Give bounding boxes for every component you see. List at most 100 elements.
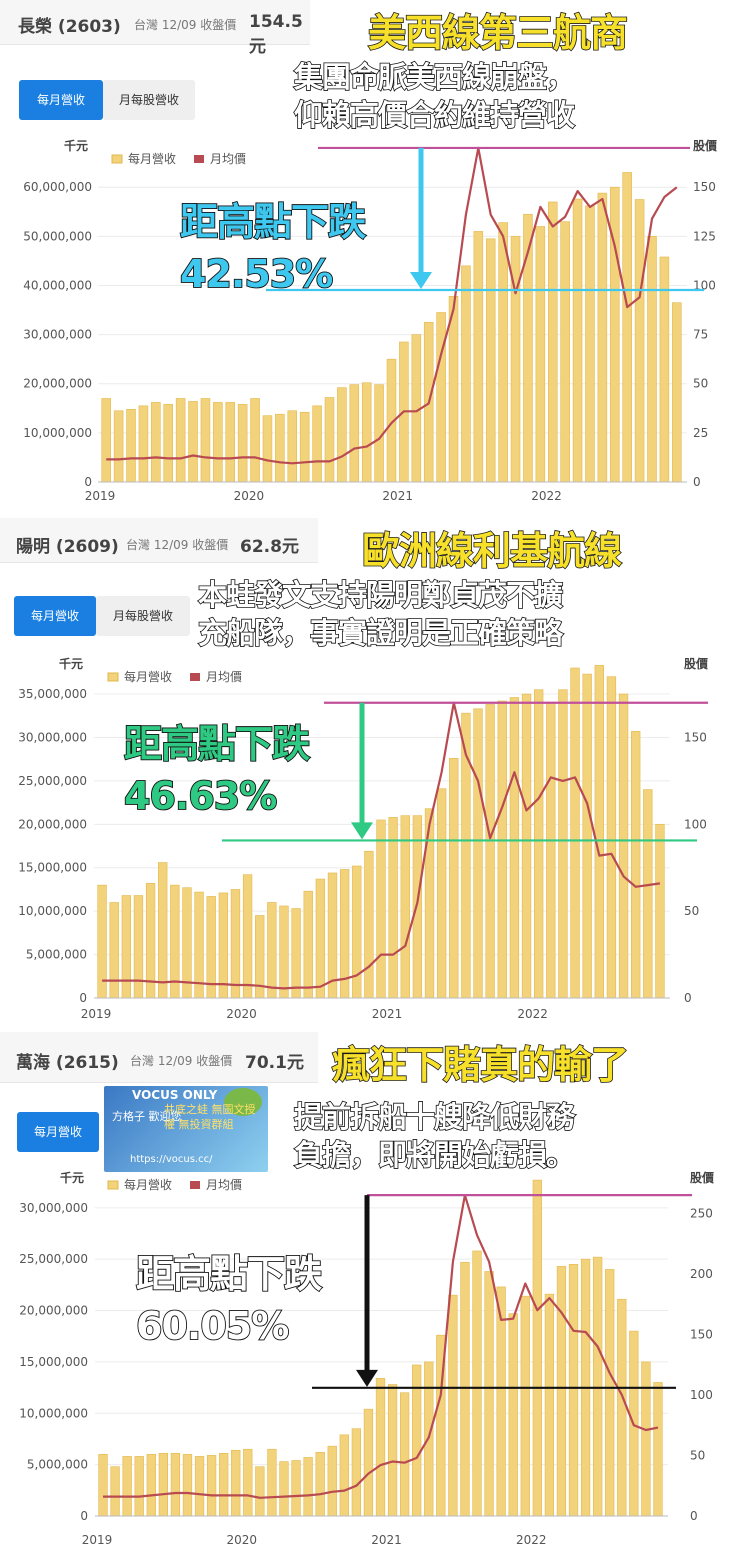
revenue-bar xyxy=(327,1445,337,1517)
legend-swatch-revenue xyxy=(107,672,119,682)
x-axis-tick-label: 2021 xyxy=(371,1533,402,1547)
right-axis-unit: 股價 xyxy=(690,1170,715,1185)
drop-label: 距高點下跌 xyxy=(123,721,311,767)
tab-monthly-revenue[interactable]: 每月營收 xyxy=(19,80,103,120)
tab-monthly-eps-revenue[interactable]: 月每股營收 xyxy=(96,596,190,636)
right-axis-tick-label: 50 xyxy=(684,904,699,918)
revenue-bar xyxy=(436,312,446,483)
panel-2609: 陽明 (2609) 台灣 12/09 收盤價 62.8元 每月營收 月每股營收 … xyxy=(0,518,740,1026)
left-axis-tick-label: 30,000,000 xyxy=(19,1201,88,1215)
note-line: 本蛙發文支持陽明鄭貞茂不擴 xyxy=(197,577,564,613)
revenue-bar xyxy=(158,1453,168,1517)
note-line: 提前拆船十艘降低財務 xyxy=(293,1099,576,1135)
revenue-bar xyxy=(572,198,583,483)
tab-monthly-eps-revenue[interactable]: 月每股營收 xyxy=(103,80,195,120)
revenue-bar xyxy=(255,1466,265,1517)
price-line xyxy=(102,701,661,990)
legend-label-revenue: 每月營收 xyxy=(124,1177,172,1192)
revenue-bar xyxy=(622,172,632,483)
right-axis-tick-label: 50 xyxy=(693,377,708,391)
price-line xyxy=(103,1194,659,1499)
revenue-bar xyxy=(485,238,496,483)
right-axis-tick-label: 100 xyxy=(684,817,707,831)
left-axis-tick-label: 10,000,000 xyxy=(18,904,87,918)
x-axis-tick-label: 2020 xyxy=(226,1533,257,1547)
close-price-label: 台灣 12/09 收盤價 xyxy=(126,538,229,552)
revenue-bar xyxy=(339,1434,349,1517)
revenue-bar xyxy=(98,1454,108,1517)
right-axis-tick-label: 125 xyxy=(693,229,716,243)
revenue-bar xyxy=(113,410,124,483)
drop-arrow-head xyxy=(410,272,432,290)
chart-2615: 0 5,000,000 10,000,000 15,000,000 20,000,000… xyxy=(19,1170,715,1547)
revenue-bar xyxy=(267,902,277,999)
price-line xyxy=(106,146,678,465)
left-axis-tick-label: 15,000,000 xyxy=(18,861,87,875)
revenue-bar xyxy=(194,1456,205,1517)
revenue-bar xyxy=(182,1454,193,1517)
revenue-bar xyxy=(352,865,362,999)
revenue-bar xyxy=(200,398,211,483)
right-axis-tick-label: 0 xyxy=(693,475,701,489)
revenue-bar xyxy=(618,693,629,999)
revenue-bar xyxy=(508,1313,518,1517)
tab-monthly-revenue[interactable]: 每月營收 xyxy=(17,1112,99,1152)
revenue-bar xyxy=(324,397,335,483)
left-axis-tick-label: 15,000,000 xyxy=(19,1355,88,1369)
legend-label-price: 月均價 xyxy=(206,1178,242,1192)
revenue-bar xyxy=(243,1448,253,1517)
legend-label-revenue: 每月營收 xyxy=(124,669,172,684)
revenue-bar xyxy=(312,405,322,483)
drop-callout: 距高點下跌 42.53% xyxy=(179,196,367,300)
right-axis-tick-label: 250 xyxy=(690,1206,713,1220)
close-price-label: 台灣 12/09 收盤價 xyxy=(130,1054,233,1068)
x-axis-tick-label: 2022 xyxy=(516,1533,547,1547)
legend-label-price: 月均價 xyxy=(206,670,242,684)
right-axis-unit: 股價 xyxy=(684,656,709,671)
left-axis-tick-label: 20,000,000 xyxy=(19,1304,88,1318)
right-axis-tick-label: 150 xyxy=(693,180,716,194)
revenue-bar xyxy=(593,1256,603,1517)
revenue-bar xyxy=(279,905,289,999)
revenue-bar xyxy=(585,205,595,483)
revenue-bar xyxy=(556,1266,567,1517)
revenue-bar xyxy=(158,862,168,999)
x-axis-tick-label: 2019 xyxy=(81,1007,112,1021)
revenue-bar xyxy=(262,415,273,483)
revenue-bar xyxy=(126,408,136,483)
watermark-line: VOCUS ONLY xyxy=(132,1088,218,1102)
left-axis-tick-label: 35,000,000 xyxy=(18,687,87,701)
revenue-bar xyxy=(291,1460,301,1517)
revenue-bar xyxy=(388,817,398,999)
right-axis-tick-label: 0 xyxy=(684,991,692,1005)
revenue-bar xyxy=(532,1179,542,1517)
drop-label: 距高點下跌 xyxy=(179,199,367,245)
tab-monthly-revenue[interactable]: 每月營收 xyxy=(14,596,96,636)
revenue-bar xyxy=(303,890,313,999)
drop-arrow-head xyxy=(356,1369,378,1387)
revenue-bar xyxy=(218,892,229,999)
left-axis-tick-label: 30,000,000 xyxy=(23,328,92,342)
drop-value: 60.05% xyxy=(135,1303,290,1349)
revenue-bar xyxy=(364,850,374,999)
revenue-bar xyxy=(485,704,495,999)
right-axis-tick-label: 200 xyxy=(690,1267,713,1281)
revenue-bar xyxy=(520,1295,530,1517)
revenue-bar xyxy=(175,398,186,483)
revenue-bar xyxy=(375,1378,386,1517)
revenue-bar xyxy=(448,1294,458,1517)
revenue-bar xyxy=(299,411,310,483)
revenue-bar xyxy=(242,874,253,999)
right-axis-tick-label: 150 xyxy=(684,730,707,744)
revenue-bar xyxy=(275,413,285,483)
revenue-bar xyxy=(219,1453,229,1517)
x-axis-tick-label: 2020 xyxy=(226,1007,257,1021)
note-line: 充船隊，事實證明是正確策略 xyxy=(197,615,564,651)
watermark-line: 方格子 歡迎您 xyxy=(112,1110,182,1123)
right-axis-unit: 股價 xyxy=(693,138,718,153)
watermark-line: 井底之蛙 無圖文授權 無投資群組 xyxy=(164,1103,256,1131)
left-axis-tick-label: 40,000,000 xyxy=(23,278,92,292)
revenue-bar xyxy=(606,676,617,999)
revenue-bar xyxy=(101,398,111,483)
note: 本蛙發文支持陽明鄭貞茂不擴 充船隊，事實證明是正確策略 xyxy=(197,576,564,652)
